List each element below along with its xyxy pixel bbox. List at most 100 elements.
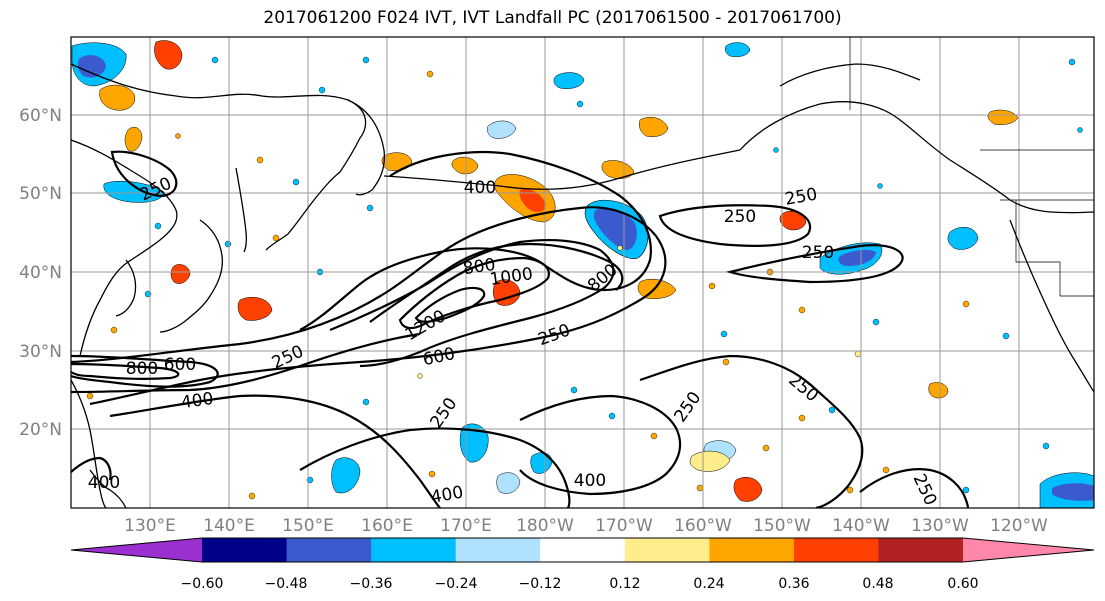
colorbar-extend-low <box>71 538 202 562</box>
coast-alaska <box>739 101 1094 214</box>
pc-blob-positive-11 <box>987 109 1019 125</box>
pc-blob-positive-15 <box>451 156 479 175</box>
contour-250-asia <box>110 150 178 198</box>
lat-label-60n: 60°N <box>19 106 62 126</box>
contour-label-250-east: 250 <box>802 243 834 263</box>
pc-blob-positive-5 <box>733 477 763 502</box>
contour-south-4 <box>519 394 682 496</box>
pc-blob-negative-small-2 <box>331 457 361 494</box>
contour-label-400-west: 400 <box>180 389 215 413</box>
graticule <box>71 37 1094 508</box>
map-title: 2017061200 F024 IVT, IVT Landfall PC (20… <box>263 8 842 28</box>
pc-blob-negative-nw-core <box>77 55 106 78</box>
pc-blob-negative-east-core <box>838 249 876 266</box>
colorbar-tick-label: 0.36 <box>778 576 809 592</box>
pc-blob-positive-north-core <box>519 188 546 212</box>
lon-label-140w: 140°W <box>832 516 890 536</box>
pc-blob-positive-9 <box>928 382 949 399</box>
pc-blob-negative-core <box>593 207 637 250</box>
contour-label-400-sw: 400 <box>88 473 120 493</box>
pc-blob-positive-12 <box>124 127 143 152</box>
colorbar-extend-high <box>963 538 1094 562</box>
lon-label-180w: 180°W <box>516 516 574 536</box>
colorbar-tick-label: −0.48 <box>265 576 308 592</box>
pc-blob-negative-small-8 <box>553 72 585 89</box>
colorbar-segment <box>202 538 288 562</box>
coast-asia-north <box>71 63 367 251</box>
colorbar-segment <box>455 538 541 562</box>
borders <box>849 37 1094 297</box>
contour-south-2 <box>639 354 864 508</box>
coastlines <box>71 63 1094 508</box>
lon-label-140e: 140°E <box>203 516 255 536</box>
coast-sakhalin <box>235 167 248 253</box>
pc-blob-negative-small-4 <box>103 180 165 203</box>
contour-south-3 <box>299 427 571 508</box>
contour-400-west <box>71 332 421 394</box>
coast-alaska-north <box>779 63 921 87</box>
contour-label-800-west: 800 <box>126 359 158 379</box>
coast-china <box>71 379 107 508</box>
coast-philippines <box>89 469 127 508</box>
contour-400-north <box>299 150 652 331</box>
contour-label-400-south-b: 400 <box>574 471 606 491</box>
lon-label-170e: 170°E <box>440 516 492 536</box>
latitude-labels: 60°N 50°N 40°N 30°N 20°N <box>19 106 62 440</box>
pc-blob-positive-7 <box>639 117 669 137</box>
colorbar-tick-label: −0.12 <box>519 576 562 592</box>
lon-label-130w: 130°W <box>911 516 969 536</box>
contour-1000 <box>398 256 550 330</box>
colorbar-segments <box>70 537 1095 563</box>
contour-800 <box>369 242 624 323</box>
pc-blob-positive-10 <box>689 450 731 472</box>
colorbar-tick-label: 0.12 <box>609 576 640 592</box>
lon-label-130e: 130°E <box>124 516 176 536</box>
contour-west-600 <box>71 354 219 388</box>
contour-west-800 <box>71 362 180 380</box>
pc-blob-positive-1 <box>99 84 136 111</box>
pc-blob-negative-small-7 <box>724 42 751 57</box>
colorbar: −0.60 −0.48 −0.36 −0.24 −0.12 0.12 0.24 … <box>70 537 1095 592</box>
contour-sw <box>71 456 112 481</box>
lat-label-20n: 20°N <box>19 420 62 440</box>
colorbar-tick-label: −0.24 <box>435 576 478 592</box>
coast-kamchatka <box>347 99 386 196</box>
lat-label-50n: 50°N <box>19 184 62 204</box>
pc-blob-positive-13 <box>170 264 191 284</box>
lon-label-150w: 150°W <box>753 516 811 536</box>
colorbar-segment <box>540 538 626 562</box>
colorbar-tick-label: 0.24 <box>693 576 724 592</box>
pc-shading <box>71 40 1094 508</box>
lat-label-40n: 40°N <box>19 263 62 283</box>
contour-250-outer <box>71 206 667 406</box>
contour-se <box>859 468 970 508</box>
coast-japan <box>159 219 224 333</box>
pc-blob-negative-se-core <box>1052 483 1094 501</box>
coast-asia-mid <box>71 139 178 357</box>
colorbar-segment <box>709 538 795 562</box>
lon-label-150e: 150°E <box>282 516 334 536</box>
contour-label-600-west: 600 <box>164 355 196 375</box>
colorbar-segment <box>624 538 710 562</box>
longitude-labels: 130°E 140°E 150°E 160°E 170°E 180°W 170°… <box>124 516 1048 536</box>
coast-korea <box>115 259 137 317</box>
contour-label-800-a: 800 <box>462 255 497 279</box>
contour-south-1 <box>109 394 441 508</box>
contour-label-250-gulf-a: 250 <box>724 207 756 227</box>
pc-blob-negative-small-1 <box>459 423 489 463</box>
lon-label-170w: 170°W <box>595 516 653 536</box>
colorbar-tick-labels: −0.60 −0.48 −0.36 −0.24 −0.12 0.12 0.24 … <box>181 576 979 592</box>
coast-aleutians <box>383 149 741 190</box>
pc-blob-negative-small-5 <box>487 120 517 139</box>
colorbar-segment <box>286 538 372 562</box>
pc-blob-positive-14 <box>601 160 635 179</box>
colorbar-segment <box>793 538 879 562</box>
colorbar-segment <box>371 538 457 562</box>
colorbar-outline <box>70 537 1095 563</box>
pc-blob-positive-2 <box>154 40 183 70</box>
lon-label-160e: 160°E <box>361 516 413 536</box>
lat-label-30n: 30°N <box>19 342 62 362</box>
lon-label-160w: 160°W <box>674 516 732 536</box>
colorbar-tick-label: 0.48 <box>862 576 893 592</box>
